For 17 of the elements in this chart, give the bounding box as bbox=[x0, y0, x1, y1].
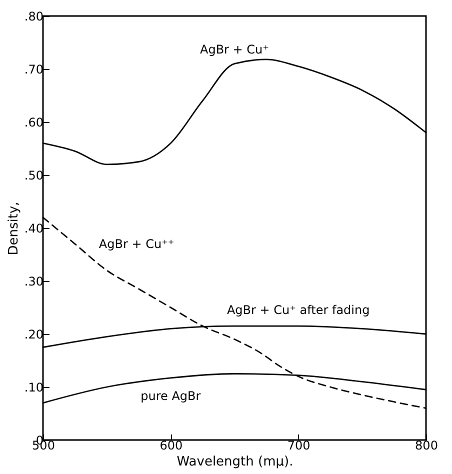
series-label: pure AgBr bbox=[140, 388, 201, 403]
series-label: AgBr + Cu⁺ bbox=[200, 42, 269, 57]
y-tick-label: .80 bbox=[24, 10, 44, 24]
y-tick-label: .70 bbox=[24, 62, 44, 76]
x-tick-label: 800 bbox=[415, 438, 438, 452]
series-label: AgBr + Cu⁺ after fading bbox=[226, 303, 370, 318]
y-axis-title: Density, bbox=[6, 202, 22, 256]
y-tick-label: .50 bbox=[24, 168, 44, 182]
y-tick-label: .20 bbox=[24, 328, 44, 342]
y-tick-label: .10 bbox=[24, 380, 44, 394]
x-tick-label: 700 bbox=[287, 438, 310, 452]
x-axis-title: Wavelength (mμ). bbox=[176, 454, 294, 470]
x-tick-label: 600 bbox=[160, 438, 183, 452]
series-label: AgBr + Cu⁺⁺ bbox=[98, 236, 174, 251]
y-tick-label: .30 bbox=[24, 274, 44, 288]
y-tick-label: .60 bbox=[24, 116, 44, 130]
y-tick-label: .40 bbox=[24, 222, 44, 236]
